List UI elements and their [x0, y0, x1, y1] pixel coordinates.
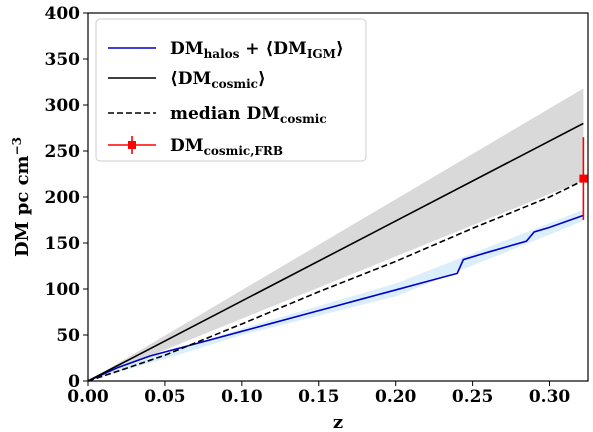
- x-tick-label: 0.10: [221, 387, 263, 407]
- y-tick-label: 250: [45, 142, 81, 162]
- series-line-halos: [87, 214, 584, 382]
- y-axis-ticks: 0 50 100 150 200 250 300 350 400: [45, 4, 88, 392]
- y-tick-label: 100: [45, 280, 81, 300]
- series-line-mean: [87, 122, 584, 382]
- y-axis-label: DM pc cm−3: [10, 137, 33, 257]
- y-tick-label: 400: [45, 4, 81, 24]
- y-axis-label-text: DM pc cm: [12, 155, 33, 257]
- x-tick-label: 0.00: [67, 387, 109, 407]
- series-line-median: [87, 179, 584, 382]
- y-tick-label: 300: [45, 96, 81, 116]
- x-tick-label: 0.25: [452, 387, 493, 407]
- legend: DMhalos + ⟨DMIGM⟩ ⟨DMcosmic⟩ median DMcosm…: [95, 18, 367, 162]
- frb-point: [579, 174, 588, 183]
- legend-swatch-marker: [128, 141, 136, 149]
- band-halos: [88, 209, 584, 381]
- series-lines: [87, 122, 584, 382]
- band-cosmic: [88, 88, 584, 381]
- x-axis-ticks: 0.00 0.05 0.10 0.15 0.20 0.25 0.30: [67, 381, 570, 407]
- legend-item-frb: DMcosmic,FRB: [108, 136, 283, 158]
- y-tick-label: 200: [45, 188, 81, 208]
- legend-label: DMhalos + ⟨DMIGM⟩: [170, 39, 344, 61]
- x-tick-label: 0.15: [298, 387, 339, 407]
- legend-item-mean: ⟨DMcosmic⟩: [108, 69, 266, 91]
- y-tick-label: 150: [45, 234, 81, 254]
- x-axis-label: z: [333, 412, 343, 432]
- confidence-bands: [88, 88, 584, 381]
- legend-label: median DMcosmic: [170, 104, 327, 126]
- data-points: [579, 137, 588, 220]
- legend-label: DMcosmic,FRB: [170, 136, 283, 158]
- y-tick-label: 50: [56, 326, 80, 346]
- legend-item-median: median DMcosmic: [108, 104, 327, 126]
- legend-item-halos: DMhalos + ⟨DMIGM⟩: [108, 39, 344, 61]
- y-axis-label-exponent: −3: [10, 137, 24, 155]
- x-tick-label: 0.20: [375, 387, 417, 407]
- legend-label: ⟨DMcosmic⟩: [170, 69, 266, 91]
- x-tick-label: 0.05: [144, 387, 185, 407]
- legend-box: [95, 18, 367, 162]
- x-tick-label: 0.30: [529, 387, 571, 407]
- y-tick-label: 0: [68, 372, 80, 392]
- y-tick-label: 350: [45, 50, 81, 70]
